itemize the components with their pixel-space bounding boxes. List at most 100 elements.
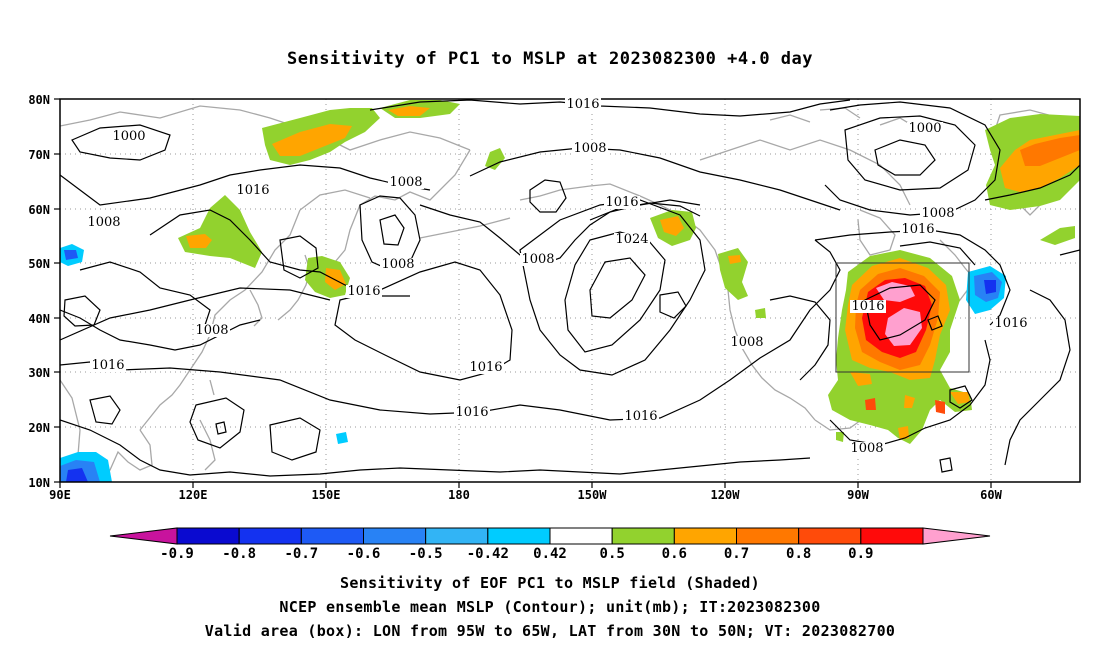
caption-line-2: NCEP ensemble mean MSLP (Contour); unit(… [279,598,821,616]
shade-gulf2-red [935,400,945,414]
contour-label-1016-labrador: 1016 [901,222,934,237]
contour-label-1016-us-east-bg [850,300,886,313]
contour-label-1000-canada: 1000 [908,121,941,136]
contour-1008-arctic [60,164,431,206]
contour-alaska-low [529,179,567,213]
contour-label-1016-north-pacific-bg [565,98,601,111]
coastline-hudson [857,209,896,256]
colorbar-label: -0.7 [284,546,318,562]
caption-line-1: Sensitivity of EOF PC1 to MSLP field (Sh… [340,574,760,592]
contour-sea-low-1 [89,395,121,425]
contour-label-1016-us-east: 1016 [851,299,884,314]
lon-label-120w: 120W [711,488,741,502]
coastline-philippines [199,379,216,471]
lon-label-120e: 120E [179,488,208,502]
colorbar-label: 0.9 [848,546,873,562]
colorbar-segment [736,527,800,545]
shade-gulf-red [865,398,876,410]
contour-label-1008-okhotsk: 1008 [87,215,120,230]
contour-label-1016-labrador-bg [900,223,936,236]
shade-mexico-green [836,432,844,442]
contour-label-1016-mongolia-bg [235,184,271,197]
contour-1016-north [369,99,851,117]
contour-label-1008-california: 1008 [730,335,763,350]
contour-label-1016-atlantic: 1016 [994,316,1027,331]
lat-labels: 80N 70N 60N 50N 40N 30N 20N 10N [28,93,50,490]
contour-canada-inner [874,139,936,176]
contour-1008-hudson [824,101,1001,216]
colorbar-right-arrow [922,527,991,545]
colorbar-segment [798,527,862,545]
coastline-aleutians [419,217,511,239]
contour-small-pacific-low [215,421,227,435]
contour-small-high [659,291,687,319]
colorbar-label: 0.6 [662,546,687,562]
contour-label-1008-hudson-bg [920,207,956,220]
contour-label-1008-california-bg [729,336,765,349]
contour-label-1016-gulf-alaska-bg [604,196,640,209]
colorbar-label: -0.42 [467,546,509,562]
shade-greenland-red [1020,135,1080,166]
colorbar-segment [300,527,365,545]
coastline-okhotsk [299,189,371,211]
lon-label-150e: 150E [312,488,341,502]
colorbar-segment [487,527,551,545]
lat-label-50n: 50N [28,257,50,271]
lon-label-90e: 90E [49,488,71,502]
contour-1008-bering [469,147,841,211]
colorbar-label: -0.9 [160,546,194,562]
coastline-na-west [721,269,816,421]
contour-label-1016-japan-bg [346,285,382,298]
shade-newengland-blue-3 [984,280,996,294]
chart-title: Sensitivity of PC1 to MSLP at 2023082300… [286,49,813,69]
contour-label-1008-aleutian: 1008 [521,252,554,267]
contour-1016-labrador [814,229,1011,326]
contour-1016-band-south [60,287,331,341]
shade-nw-america-orange [728,255,741,264]
coastline-kamchatka [334,149,471,263]
contour-small-low-okhotsk [379,214,405,246]
contour-label-1016-mid-pacific: 1016 [469,360,502,375]
contour-1016-sw-pacific [60,419,811,477]
colorbar-label: 0.7 [724,546,749,562]
shade-central-asia-green [178,195,262,268]
colorbar-label: -0.5 [409,546,443,562]
contour-atlantic-small [1059,249,1080,256]
contour-label-1024-pacific-high-bg [614,233,650,246]
lon-label-60w: 60W [980,488,1002,502]
contour-label-1008-hudson: 1008 [921,206,954,221]
contour-label-1008-gulf-mexico-bg [849,442,885,455]
lon-labels: 90E 120E 150E 180 150W 120W 90W 60W [49,488,1002,502]
colorbar-segment [673,527,737,545]
contour-gulf-low-1 [949,385,973,409]
contour-label-1016-subtropical-west-bg [454,406,490,419]
colorbar-label: -0.6 [347,546,381,562]
contour-pacific-high-1016 [334,261,513,381]
contour-label-1016-gulf-alaska: 1016 [605,195,638,210]
shade-gulf-coast-orange [850,372,872,386]
contour-label-1016-subtropical-west: 1016 [455,405,488,420]
sensitivity-shading [60,100,1080,482]
shade-bc-green [755,308,766,318]
coastline-indochina [99,429,153,482]
shade-labrador-green [1040,226,1075,245]
contour-label-1016-north-pacific: 1016 [566,97,599,112]
contour-1016-band-southsouth [119,239,841,421]
colorbar-label: 0.8 [786,546,811,562]
contour-1016-atlantic [1004,289,1071,466]
contour-label-1008-china-bg [194,324,230,337]
contour-label-1008-gulf-mexico: 1008 [850,441,883,456]
contour-label-1000-canada-bg [907,122,943,135]
caption-line-3: Valid area (box): LON from 95W to 65W, L… [204,622,896,640]
colorbar-segment [176,527,240,545]
contour-label-1016-subtropical-east: 1016 [624,409,657,424]
colorbar-segment [549,527,613,545]
contour-label-1016-subtropical-east-bg [623,410,659,423]
contour-pacific-high-1024 [564,231,666,353]
contour-label-1016-atlantic-bg [993,317,1029,330]
contour-pacific-high-inner [589,257,646,319]
colorbar-segment [425,527,489,545]
contour-us-small-low [927,315,943,331]
contour-label-1008-china: 1008 [195,323,228,338]
